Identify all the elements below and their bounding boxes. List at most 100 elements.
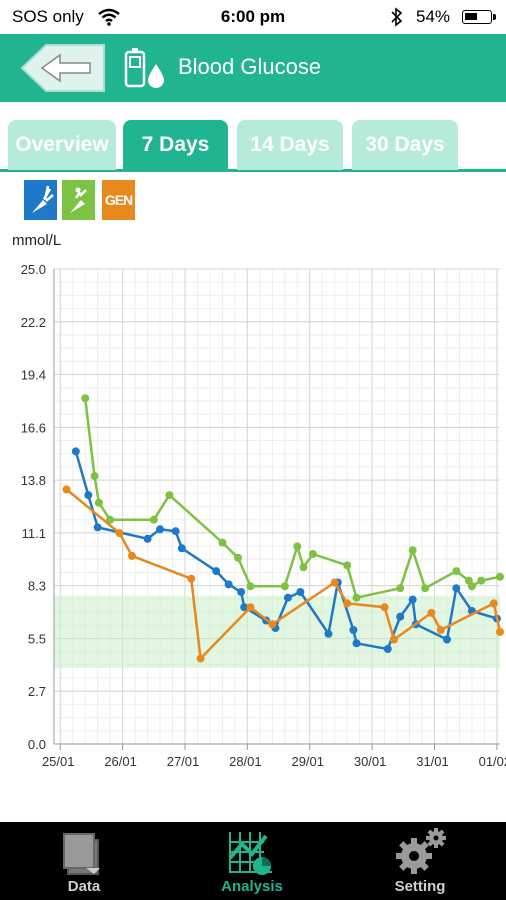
chart-grid [54, 268, 500, 745]
data-point [246, 603, 255, 612]
y-tick-label: 5.5 [28, 631, 46, 646]
x-tick-label: 01/02 [479, 754, 506, 769]
carrier-text: SOS only [12, 7, 84, 26]
data-point [171, 527, 180, 536]
data-point [268, 620, 277, 629]
data-point [296, 588, 305, 596]
nav-label: Setting [394, 878, 446, 895]
x-tick-label: 27/01 [167, 754, 200, 769]
battery-level [465, 13, 477, 20]
data-point [299, 563, 308, 572]
glucose-line-chart: 0.0 2.7 5.5 8.3 11.1 13.8 16.6 19.4 22.2 25.0 25/0… [21, 262, 506, 769]
data-point [237, 588, 246, 596]
y-tick-label: 11.1 [22, 526, 46, 541]
tab-label: 30 Days [365, 133, 445, 156]
data-point [467, 582, 476, 591]
data-point [389, 635, 398, 644]
x-tick-label: 26/01 [104, 754, 137, 769]
y-tick-label: 13.8 [21, 473, 46, 488]
data-point [489, 599, 498, 608]
data-point [427, 608, 436, 617]
data-point [143, 534, 152, 543]
data-point [62, 485, 71, 494]
glucose-meter-icon [124, 48, 164, 88]
tab-label: Overview [15, 133, 109, 156]
data-point [343, 561, 352, 570]
data-point [436, 626, 445, 634]
battery-percent: 54% [416, 7, 451, 26]
x-tick-label: 31/01 [416, 754, 449, 769]
tab-label: 7 Days [141, 133, 210, 156]
data-point [380, 603, 389, 612]
data-point [352, 593, 361, 602]
nav-analysis[interactable]: Analysis [168, 822, 336, 900]
tab-14-days[interactable]: 14 Days [237, 120, 343, 170]
x-tick-label: 30/01 [354, 754, 387, 769]
nav-label: Data [67, 878, 101, 895]
data-point [149, 515, 158, 524]
x-tick-label: 28/01 [229, 754, 262, 769]
data-point [324, 629, 333, 638]
nav-setting[interactable]: Setting [336, 822, 504, 900]
data-point [93, 523, 102, 532]
clock-text: 6:00 pm [220, 7, 286, 26]
data-point [477, 576, 486, 585]
y-tick-label: 22.2 [21, 315, 46, 330]
data-point [396, 612, 405, 621]
wifi-icon [98, 8, 120, 26]
data-point [234, 553, 243, 562]
gear-icon [396, 828, 446, 874]
target-range-area [54, 595, 500, 668]
data-point [212, 567, 221, 576]
battery-tip [493, 14, 496, 20]
data-point [280, 582, 289, 591]
data-point [330, 578, 339, 587]
tab-label: 14 Days [250, 133, 330, 156]
data-point [196, 654, 205, 663]
data-point [177, 544, 186, 553]
tab-7-days[interactable]: 7 Days [123, 120, 228, 170]
x-tick-label: 29/01 [291, 754, 324, 769]
tab-30-days[interactable]: 30 Days [352, 120, 458, 170]
data-point [187, 574, 196, 583]
data-point [442, 635, 451, 644]
tab-overview[interactable]: Overview [8, 120, 116, 170]
nav-data[interactable]: Data [0, 822, 168, 900]
general-icon[interactable]: GEN [102, 180, 135, 220]
y-tick-label: 19.4 [21, 368, 46, 383]
analysis-icon [228, 832, 272, 875]
data-point [452, 567, 461, 576]
data-point [496, 572, 504, 581]
back-button[interactable] [16, 43, 108, 93]
data-point [308, 550, 317, 558]
target-range-band [54, 595, 500, 668]
after-meal-icon[interactable] [62, 180, 95, 220]
data-point [240, 603, 249, 612]
data-point [352, 639, 361, 648]
data-point [115, 529, 124, 538]
data-point [71, 447, 80, 456]
data-point [94, 498, 103, 507]
data-point [106, 515, 115, 524]
data-point [218, 538, 227, 547]
data-point [452, 584, 461, 593]
data-point [283, 593, 292, 602]
range-tabs: Overview 7 Days 14 Days 30 Days [0, 118, 506, 172]
x-tick-label: 25/01 [42, 754, 75, 769]
bluetooth-icon [391, 7, 403, 27]
data-point [165, 491, 174, 500]
data-point [496, 627, 504, 636]
chart-series [62, 394, 504, 663]
data-point [156, 525, 165, 534]
data-point [84, 491, 93, 500]
y-tick-label: 16.6 [21, 420, 46, 435]
data-point [421, 584, 430, 593]
before-meal-icon[interactable] [24, 180, 57, 220]
data-point [81, 394, 90, 403]
app-header: Blood Glucose [0, 34, 506, 102]
data-point [396, 584, 405, 593]
y-tick-label: 2.7 [28, 684, 46, 699]
data-point [127, 551, 136, 560]
y-tick-label: 0.0 [28, 737, 46, 752]
data-point [224, 580, 233, 589]
